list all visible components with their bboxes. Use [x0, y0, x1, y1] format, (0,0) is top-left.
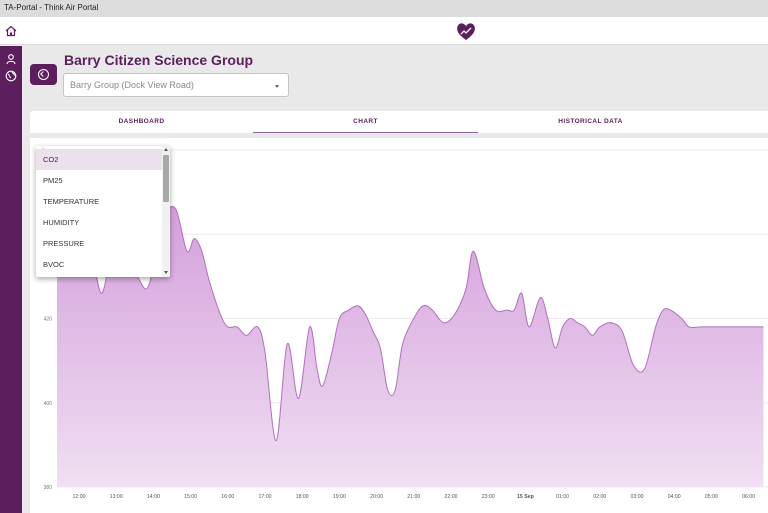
x-tick-label: 22:00: [445, 494, 458, 500]
back-arrow-icon: [38, 69, 49, 80]
x-tick-label: 06:00: [742, 494, 755, 500]
back-button[interactable]: [30, 64, 57, 85]
home-icon[interactable]: [4, 24, 18, 38]
sensor-option-bvoc[interactable]: BVOC: [43, 260, 65, 269]
co2-area-chart: 380 400 420 12:00 13:00 14:00 15:00 16:00 17:00 1…: [44, 149, 768, 500]
sensor-option-pm25[interactable]: PM25: [43, 176, 63, 185]
sensor-option-temperature[interactable]: TEMPERATURE: [43, 197, 100, 206]
globe-icon[interactable]: [5, 70, 17, 82]
sensor-dropdown[interactable]: Sensor CO2 PM25 TEMPERATURE HUMIDITY PRE…: [36, 146, 170, 277]
window-title: TA-Portal - Think Air Portal: [0, 0, 768, 17]
x-tick-label: 19:00: [333, 494, 346, 500]
sensor-option-co2[interactable]: CO2: [36, 149, 162, 170]
tab-historical-data[interactable]: HISTORICAL DATA: [558, 118, 623, 125]
sensor-option-humidity[interactable]: HUMIDITY: [43, 218, 80, 227]
x-tick-label: 04:00: [668, 494, 681, 500]
scroll-thumb[interactable]: [163, 155, 169, 202]
tab-chart[interactable]: CHART: [253, 111, 478, 133]
sensor-option-pressure[interactable]: PRESSURE: [43, 239, 85, 248]
tab-dashboard[interactable]: DASHBOARD: [118, 118, 165, 125]
caret-down-icon: [275, 85, 279, 88]
x-tick-label: 14:00: [147, 494, 160, 500]
page-title: Barry Citizen Science Group: [64, 52, 254, 68]
x-tick-label: 20:00: [370, 494, 383, 500]
scroll-up-icon[interactable]: [164, 148, 168, 151]
x-tick-label: 03:00: [631, 494, 644, 500]
top-bar: [0, 17, 768, 45]
x-tick-label: 02:00: [593, 494, 606, 500]
x-tick-label: 01:00: [556, 494, 569, 500]
tab-bar: DASHBOARD CHART HISTORICAL DATA: [30, 111, 768, 133]
x-tick-label: 05:00: [705, 494, 718, 500]
chart-panel: 380 400 420 12:00 13:00 14:00 15:00 16:00 17:00 1…: [30, 138, 768, 513]
user-icon[interactable]: [5, 53, 17, 65]
group-select-value: Barry Group (Dock View Road): [70, 80, 194, 90]
x-tick-label: 15 Sep: [517, 494, 534, 500]
x-tick-label: 15:00: [184, 494, 197, 500]
scroll-down-icon[interactable]: [164, 271, 168, 274]
x-tick-label: 18:00: [296, 494, 309, 500]
y-tick-label: 420: [44, 317, 53, 323]
group-select[interactable]: Barry Group (Dock View Road): [63, 73, 289, 97]
x-tick-label: 13:00: [110, 494, 123, 500]
y-tick-label: 400: [44, 401, 53, 407]
x-tick-label: 23:00: [482, 494, 495, 500]
co2-area-fill: [57, 205, 764, 487]
dropdown-scrollbar[interactable]: [162, 146, 170, 277]
x-tick-label: 12:00: [73, 494, 86, 500]
x-tick-label: 21:00: [407, 494, 420, 500]
y-tick-label: 380: [44, 485, 53, 491]
co2-series-line: [57, 204, 764, 442]
sidebar: [0, 46, 22, 513]
x-tick-label: 16:00: [221, 494, 234, 500]
x-tick-label: 17:00: [259, 494, 272, 500]
think-air-logo[interactable]: [455, 20, 477, 42]
